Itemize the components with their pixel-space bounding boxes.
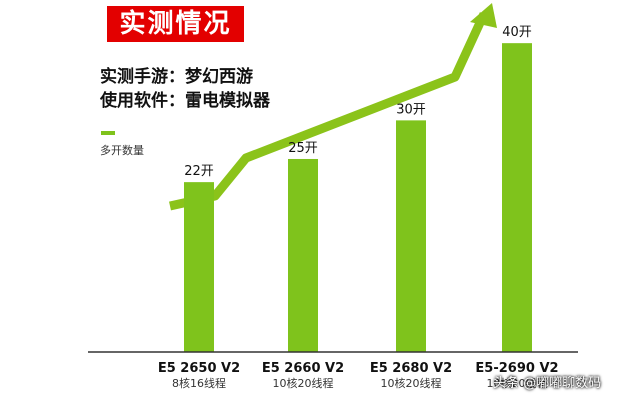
bar-3 xyxy=(396,120,426,352)
title-banner: 实测情况 xyxy=(107,6,244,42)
category-label-2: E5 2660 V2 xyxy=(262,361,344,376)
bar-2 xyxy=(288,158,318,352)
value-label-3: 30开 xyxy=(396,102,426,117)
category-label-1: E5 2650 V2 xyxy=(158,361,240,376)
value-label-2: 25开 xyxy=(288,141,318,156)
legend-swatch xyxy=(101,131,115,135)
value-label-4: 40开 xyxy=(502,25,532,40)
category-sublabel-2: 10核20线程 xyxy=(273,376,334,390)
category-sublabel-4: 10核20线程 xyxy=(487,376,548,390)
value-label-1: 22开 xyxy=(184,164,214,179)
bar-4 xyxy=(502,43,532,353)
trend-arrow-head xyxy=(470,3,497,28)
category-sublabel-3: 10核20线程 xyxy=(381,376,442,390)
legend-label: 多开数量 xyxy=(100,144,144,157)
test-game-label: 实测手游：梦幻西游 xyxy=(100,67,253,87)
watermark: 头条 @嘟嘟聊数码 xyxy=(493,376,602,391)
category-label-3: E5 2680 V2 xyxy=(370,361,452,376)
bar-1 xyxy=(184,182,214,352)
test-software-label: 使用软件：雷电模拟器 xyxy=(100,91,270,111)
category-sublabel-1: 8核16线程 xyxy=(172,376,226,390)
category-label-4: E5-2690 V2 xyxy=(475,361,558,376)
